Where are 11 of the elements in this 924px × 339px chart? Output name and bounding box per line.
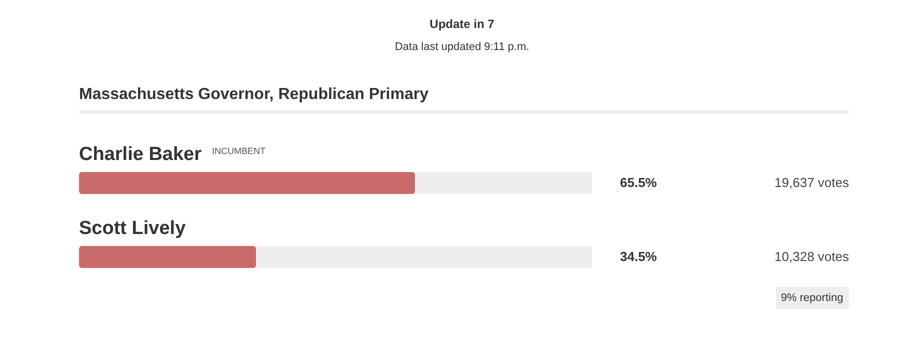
- text: 9% reporting: [780, 292, 844, 304]
- data-label: 34.5%: [620, 249, 658, 264]
- text: Data last updated 9:11 p.m.: [394, 41, 530, 53]
- data-label: 65.5%: [620, 175, 658, 190]
- annotation: INCUMBENT: [212, 146, 266, 156]
- text: Update in 7: [430, 17, 495, 31]
- y-tick-label: Charlie Baker: [79, 144, 202, 165]
- text: 10,328 votes: [774, 249, 850, 264]
- y-tick-label: Scott Lively: [79, 218, 186, 239]
- chart-title: Massachusetts Governor, Republican Primary: [79, 86, 429, 103]
- text: 19,637 votes: [774, 175, 850, 190]
